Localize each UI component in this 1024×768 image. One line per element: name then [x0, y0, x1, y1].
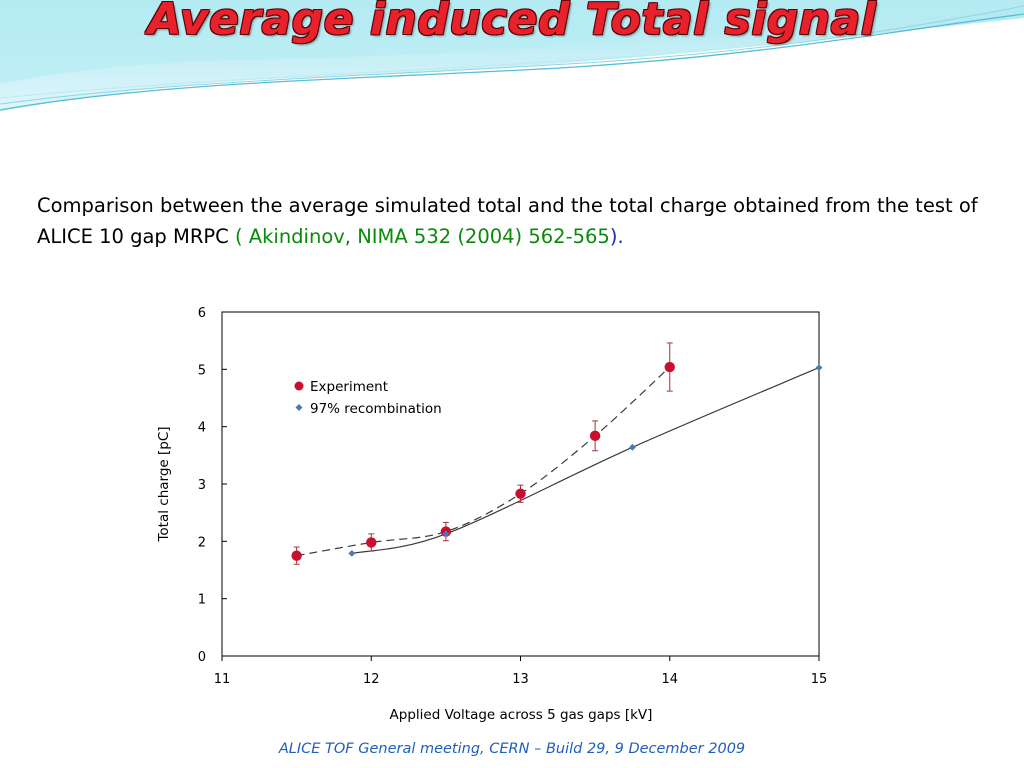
x-tick-label: 13	[512, 672, 529, 687]
plot-area	[221, 311, 820, 657]
y-tick-label: 3	[198, 478, 206, 493]
legend-marker-recombination	[295, 404, 303, 411]
citation-end: .	[617, 225, 624, 248]
slide-footer: ALICE TOF General meeting, CERN – Build …	[278, 741, 746, 757]
citation-link[interactable]: ( Akindinov, NIMA 532 (2004) 562-565	[234, 225, 610, 248]
y-tick-label: 0	[198, 650, 206, 665]
data-markers	[291, 342, 823, 565]
x-tick-label: 15	[811, 672, 828, 687]
recombination-point	[815, 364, 823, 372]
recombination-point	[348, 549, 356, 557]
recombination-point	[442, 530, 450, 538]
description-text: Comparison between the average simulated…	[37, 194, 978, 248]
trend-curves	[296, 366, 820, 557]
experiment-point	[664, 361, 675, 373]
y-tick-label: 5	[198, 363, 206, 378]
experiment-point	[291, 550, 302, 561]
y-axis-label: Total charge [pC]	[156, 426, 172, 542]
x-tick-label: 11	[214, 672, 231, 687]
slide-description: Comparison between the average simulated…	[37, 190, 997, 252]
x-axis-label: Applied Voltage across 5 gas gaps [kV]	[390, 707, 653, 723]
x-tick-label: 14	[661, 672, 678, 687]
trend-line-1	[351, 367, 820, 554]
y-tick-label: 1	[198, 593, 206, 608]
chart-legend: Experiment 97% recombination	[294, 379, 442, 417]
y-tick-label: 2	[198, 535, 206, 550]
x-axis-ticks: 11 12 13 14 15	[214, 656, 828, 687]
recombination-point	[629, 443, 636, 451]
slide-title: Average induced Total signal	[147, 0, 877, 45]
legend-label-experiment: Experiment	[310, 379, 388, 395]
y-tick-label: 4	[198, 421, 206, 436]
citation-close: )	[609, 225, 618, 248]
legend-label-recombination: 97% recombination	[310, 401, 442, 417]
legend-marker-experiment	[294, 381, 304, 391]
y-tick-label: 6	[198, 306, 206, 321]
experiment-point	[589, 430, 601, 442]
x-tick-label: 12	[363, 672, 380, 687]
experiment-point	[515, 488, 526, 499]
slide-wave-decoration	[0, 0, 1024, 112]
y-axis-ticks: 0 1 2 3 4 5 6	[198, 306, 227, 665]
experiment-point	[366, 537, 377, 548]
